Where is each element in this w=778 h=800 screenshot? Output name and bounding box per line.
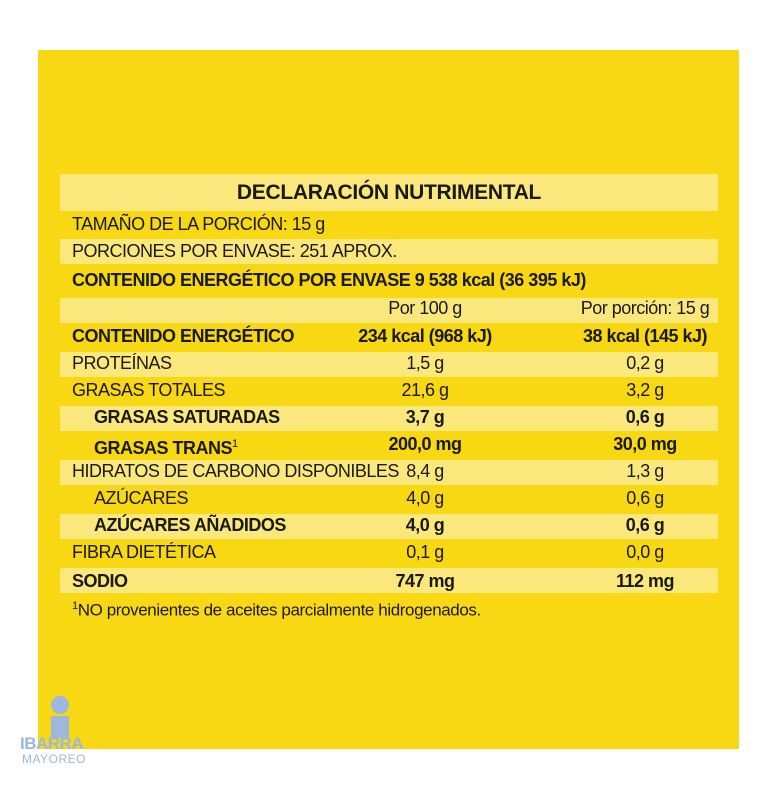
column-per-100g: Por 100 g bbox=[388, 298, 462, 318]
nutrient-label: AZÚCARES AÑADIDOS bbox=[94, 515, 286, 535]
value-per-100g: 200,0 mg bbox=[388, 434, 462, 454]
row-band bbox=[60, 568, 718, 593]
value-per-serving: 30,0 mg bbox=[613, 434, 677, 454]
nutrient-label: AZÚCARES bbox=[94, 488, 189, 508]
table-row: SODIO 747 mg 112 mg bbox=[60, 568, 718, 595]
value-per-serving: 3,2 g bbox=[626, 380, 664, 400]
nutrient-label: FIBRA DIETÉTICA bbox=[72, 542, 216, 562]
table-row: AZÚCARES AÑADIDOS 4,0 g 0,6 g bbox=[60, 512, 718, 539]
table-row: GRASAS SATURADAS 3,7 g 0,6 g bbox=[60, 404, 718, 431]
value-per-100g: 3,7 g bbox=[405, 407, 445, 427]
logo-sub: MAYOREO bbox=[22, 752, 86, 766]
nutrient-label: PROTEÍNAS bbox=[72, 353, 172, 373]
value-per-100g: 4,0 g bbox=[406, 488, 444, 508]
footnote: 1NO provenientes de aceites parcialmente… bbox=[72, 600, 481, 621]
servings-per-container: PORCIONES POR ENVASE: 251 APROX. bbox=[72, 241, 397, 261]
value-per-100g: 8,4 g bbox=[406, 461, 444, 481]
value-per-100g: 234 kcal (968 kJ) bbox=[358, 326, 492, 346]
value-per-serving: 1,3 g bbox=[626, 461, 664, 481]
logo-head-icon bbox=[51, 696, 69, 714]
nutrient-label: HIDRATOS DE CARBONO DISPONIBLES bbox=[72, 461, 399, 481]
energy-container-row: CONTENIDO ENERGÉTICO POR ENVASE 9 538 kc… bbox=[60, 267, 718, 294]
table-row: CONTENIDO ENERGÉTICO 234 kcal (968 kJ) 3… bbox=[60, 323, 718, 350]
value-per-serving: 0,6 g bbox=[625, 407, 665, 427]
nutrient-label: GRASAS SATURADAS bbox=[94, 407, 280, 427]
table-row: FIBRA DIETÉTICA 0,1 g 0,0 g bbox=[60, 539, 718, 566]
value-per-100g: 747 mg bbox=[395, 571, 455, 591]
nutrient-label: CONTENIDO ENERGÉTICO bbox=[72, 326, 295, 346]
row-band bbox=[60, 352, 718, 377]
nutrient-label: GRASAS TOTALES bbox=[72, 380, 226, 400]
energy-per-container: CONTENIDO ENERGÉTICO POR ENVASE 9 538 kc… bbox=[72, 270, 586, 290]
serving-size: TAMAÑO DE LA PORCIÓN: 15 g bbox=[72, 214, 325, 234]
column-header-row: Por 100 g Por porción: 15 g bbox=[60, 295, 718, 322]
nutrient-label-wrap: GRASAS TRANS1 bbox=[94, 431, 238, 462]
value-per-100g: 1,5 g bbox=[406, 353, 444, 373]
logo-body-icon bbox=[51, 716, 69, 738]
column-per-serving: Por porción: 15 g bbox=[580, 298, 710, 318]
row-band bbox=[60, 298, 718, 323]
serving-size-row: TAMAÑO DE LA PORCIÓN: 15 g bbox=[60, 211, 718, 238]
value-per-serving: 0,0 g bbox=[626, 542, 664, 562]
label-panel bbox=[38, 50, 739, 749]
value-per-serving: 0,6 g bbox=[626, 488, 664, 508]
row-band bbox=[60, 514, 718, 539]
value-per-100g: 21,6 g bbox=[401, 380, 449, 400]
nutrient-label: SODIO bbox=[72, 571, 128, 591]
value-per-serving: 0,6 g bbox=[625, 515, 665, 535]
row-band bbox=[60, 406, 718, 431]
table-row: PROTEÍNAS 1,5 g 0,2 g bbox=[60, 350, 718, 377]
footnote-text: NO provenientes de aceites parcialmente … bbox=[77, 600, 482, 620]
row-band bbox=[60, 460, 718, 485]
table-row: GRASAS TRANS1 200,0 mg 30,0 mg bbox=[60, 431, 718, 458]
footnote-mark: 1 bbox=[72, 600, 78, 612]
logo-brand: IBARRA bbox=[20, 734, 84, 753]
row-band bbox=[60, 239, 718, 264]
table-row: GRASAS TOTALES 21,6 g 3,2 g bbox=[60, 377, 718, 404]
table-row: HIDRATOS DE CARBONO DISPONIBLES 8,4 g 1,… bbox=[60, 458, 718, 485]
value-per-100g: 4,0 g bbox=[405, 515, 445, 535]
title-band bbox=[60, 174, 718, 211]
brand-logo: IBARRA MAYOREO bbox=[18, 696, 108, 786]
table-title: DECLARACIÓN NUTRIMENTAL bbox=[236, 181, 542, 204]
value-per-serving: 38 kcal (145 kJ) bbox=[582, 326, 708, 346]
value-per-100g: 0,1 g bbox=[406, 542, 444, 562]
nutrient-label: GRASAS TRANS bbox=[94, 438, 233, 458]
value-per-serving: 0,2 g bbox=[626, 353, 664, 373]
table-row: AZÚCARES 4,0 g 0,6 g bbox=[60, 485, 718, 512]
servings-row: PORCIONES POR ENVASE: 251 APROX. bbox=[60, 238, 718, 265]
footnote-marker: 1 bbox=[232, 438, 238, 450]
value-per-serving: 112 mg bbox=[615, 571, 675, 591]
